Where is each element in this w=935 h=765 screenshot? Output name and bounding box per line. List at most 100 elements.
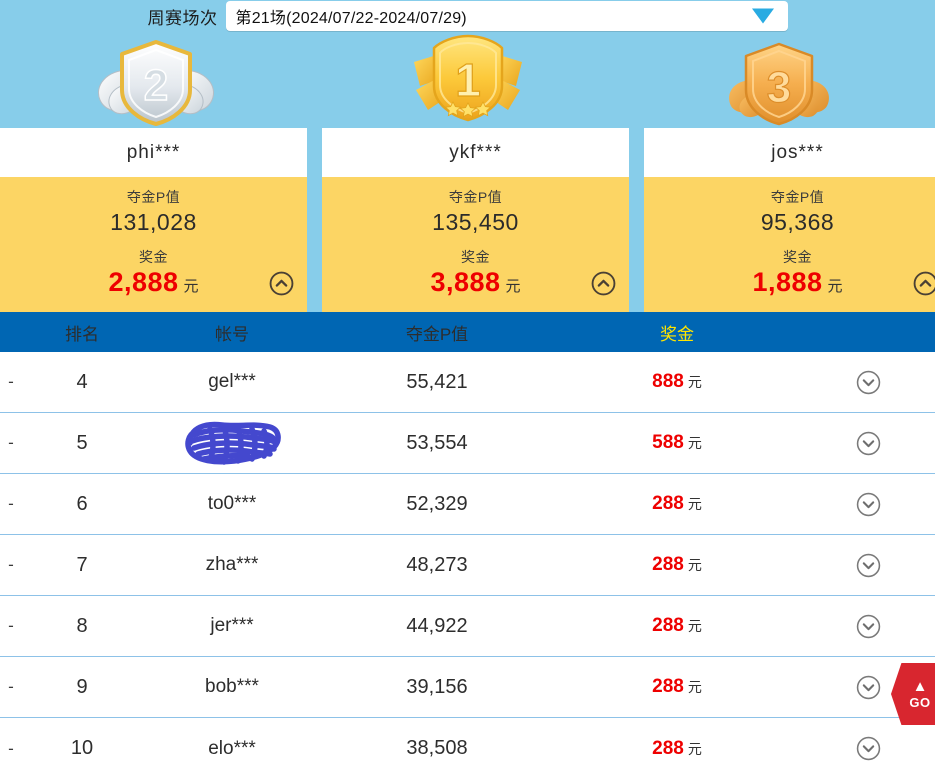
row-bonus-unit: 元 [687, 557, 702, 573]
row-bonus: 288 元 [552, 493, 802, 515]
leaderboard-table-body: -4 gel*** 55,421 888 元 -5 53,554 588 元 -6 to0*** 52… [0, 352, 935, 765]
row-expand-cell[interactable] [802, 675, 935, 700]
chevron-up-circle-icon[interactable] [591, 271, 616, 296]
chevron-up-circle-icon[interactable] [269, 271, 294, 296]
table-row[interactable]: - 6 to0*** 52,329 288 元 [0, 474, 935, 535]
podium-card-second[interactable]: phi*** 夺金P值 131,028 奖金 2,888 元 [0, 128, 307, 312]
row-p-value: 39,156 [406, 675, 468, 698]
row-rank: 10 [70, 737, 94, 759]
row-expand-cell[interactable] [802, 736, 935, 761]
row-account: elo*** [208, 737, 256, 759]
row-expand-cell[interactable] [802, 492, 935, 517]
podium-bonus-label: 奖金 [783, 249, 812, 265]
podium-p-label: 夺金P值 [448, 189, 503, 205]
chevron-down-circle-icon[interactable] [856, 675, 881, 700]
row-dash: - [8, 555, 14, 574]
row-rank: 8 [76, 614, 88, 637]
podium-section: 2 [0, 32, 935, 312]
row-dash: - [8, 738, 14, 758]
podium-card-first[interactable]: ykf*** 夺金P值 135,450 奖金 3,888 元 [322, 128, 629, 312]
chevron-down-circle-icon[interactable] [856, 614, 881, 639]
podium-card-body-first: 夺金P值 135,450 奖金 3,888 元 [322, 177, 629, 312]
chevron-down-icon[interactable] [751, 8, 774, 24]
row-p-value: 38,508 [406, 737, 468, 759]
row-bonus-unit: 元 [687, 740, 702, 757]
podium-bonus-unit: 元 [827, 278, 843, 295]
session-select-value: 第21场(2024/07/22-2024/07/29) [235, 10, 467, 27]
table-row[interactable]: - 8 jer*** 44,922 288 元 [0, 596, 935, 657]
row-rank: 7 [76, 553, 88, 576]
row-rank: 6 [76, 492, 88, 515]
go-floating-button[interactable]: ▲ GO [891, 663, 935, 725]
row-bonus-unit: 元 [687, 496, 702, 512]
row-expand-cell[interactable] [802, 431, 935, 456]
table-row[interactable]: - 7 zha*** 48,273 288 元 [0, 535, 935, 596]
podium-bonus-unit: 元 [505, 278, 521, 295]
medal-gold-1-icon: 1 [413, 34, 522, 122]
row-p-value: 52,329 [406, 492, 468, 515]
podium-bonus-first: 3,888 [430, 267, 501, 297]
podium-p-value-first: 135,450 [432, 209, 519, 235]
session-select[interactable]: 第21场(2024/07/22-2024/07/29) [225, 1, 788, 31]
row-bonus-amount: 588 [652, 432, 684, 453]
chevron-down-circle-icon[interactable] [856, 553, 881, 578]
row-bonus-amount: 288 [652, 676, 684, 697]
podium-p-label: 夺金P值 [770, 189, 825, 205]
row-p-value: 55,421 [406, 370, 468, 393]
row-account: gel*** [208, 371, 256, 392]
podium-bonus-row-first: 3,888 元 [430, 267, 520, 298]
row-expand-cell[interactable] [802, 553, 935, 578]
session-selector-bar: 周赛场次 第21场(2024/07/22-2024/07/29) [0, 0, 935, 32]
chevron-down-circle-icon[interactable] [856, 492, 881, 517]
column-header-bonus: 奖金 [660, 324, 694, 344]
chevron-down-circle-icon[interactable] [856, 370, 881, 395]
row-dash: - [8, 433, 14, 452]
podium-bonus-label: 奖金 [461, 249, 490, 265]
chevron-up-circle-icon[interactable] [913, 271, 935, 296]
row-bonus-amount: 288 [652, 615, 684, 636]
row-dash: - [8, 616, 14, 635]
svg-text:1: 1 [455, 54, 481, 106]
row-bonus-amount: 288 [652, 493, 684, 514]
podium-card-body-second: 夺金P值 131,028 奖金 2,888 元 [0, 177, 307, 312]
table-row[interactable]: - 10 elo*** 38,508 288 元 [0, 718, 935, 765]
row-account: to0*** [207, 493, 257, 514]
medal-slot-first: 1 [312, 28, 624, 124]
podium-cards: phi*** 夺金P值 131,028 奖金 2,888 元 [0, 128, 935, 312]
row-bonus: 288 元 [552, 676, 802, 698]
row-bonus-amount: 288 [652, 554, 684, 575]
table-row[interactable]: - 5 53,554 588 元 [0, 413, 935, 474]
svg-text:3: 3 [767, 63, 791, 112]
medal-bronze-3-icon: 3 [729, 42, 830, 126]
row-expand-cell[interactable] [802, 614, 935, 639]
column-header-pvalue: 夺金P值 [405, 324, 469, 344]
row-expand-cell[interactable] [802, 370, 935, 395]
row-account: bob*** [205, 676, 259, 697]
redaction-scribble [185, 421, 281, 465]
table-row[interactable]: - 9 bob*** 39,156 288 元 [0, 657, 935, 718]
podium-account-first: ykf*** [322, 128, 629, 177]
row-bonus: 288 元 [552, 615, 802, 637]
podium-bonus-row-second: 2,888 元 [108, 267, 198, 298]
podium-bonus-third: 1,888 [752, 267, 823, 297]
row-bonus: 888 元 [552, 371, 802, 393]
row-bonus-amount: 288 [652, 737, 684, 759]
podium-bonus-row-third: 1,888 元 [752, 267, 842, 298]
row-p-value: 48,273 [406, 553, 468, 576]
row-p-value: 44,922 [406, 614, 468, 637]
row-bonus-unit: 元 [687, 374, 702, 390]
column-header-account: 帐号 [215, 324, 249, 344]
row-bonus-unit: 元 [687, 679, 702, 695]
table-row[interactable]: - 4 gel*** 55,421 888 元 [0, 352, 935, 413]
podium-bonus-second: 2,888 [108, 267, 179, 297]
row-account: jer*** [210, 615, 254, 636]
column-header-rank: 排名 [65, 324, 99, 344]
chevron-down-circle-icon[interactable] [856, 736, 881, 761]
podium-p-label: 夺金P值 [126, 189, 181, 205]
chevron-down-circle-icon[interactable] [856, 431, 881, 456]
medal-slot-third: 3 [623, 34, 935, 126]
podium-bonus-unit: 元 [183, 278, 199, 295]
row-bonus-unit: 元 [687, 435, 702, 451]
podium-card-third[interactable]: jos*** 夺金P值 95,368 奖金 1,888 元 [644, 128, 935, 312]
go-arrow-icon: ▲ [912, 677, 928, 695]
